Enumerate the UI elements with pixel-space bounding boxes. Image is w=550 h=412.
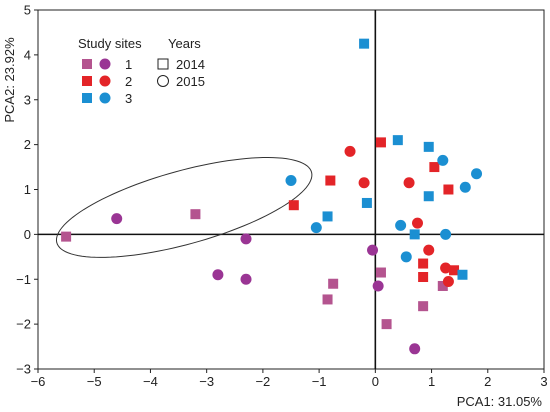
x-axis-label: PCA1: 31.05% [457,394,543,409]
legend-years-title: Years [168,36,201,51]
y-tick-label: 3 [24,92,31,107]
legend-year-square [157,58,169,70]
point-site2-2014 [375,137,386,148]
point-site1-2015 [372,280,384,292]
point-site2-2014 [418,272,429,283]
point-site1-2015 [111,213,123,225]
legend-circle-site3 [99,92,111,104]
point-site2-2015 [442,275,454,287]
point-site1-2014 [190,209,201,220]
point-site1-2015 [240,233,252,245]
point-site1-2015 [212,269,224,281]
legend-circle-site1 [99,58,111,70]
point-site1-2015 [240,273,252,285]
ellipse-layer [55,156,313,258]
x-tick-label: −3 [199,374,214,389]
y-axis-ticks: −3 −2 −1 0 1 2 3 4 5 [16,3,38,377]
point-site3-2014 [457,269,468,280]
point-site1-2014 [381,319,392,330]
y-tick-label: −1 [16,272,31,287]
legend-site-label: 1 [125,57,132,72]
point-site2-2015 [358,177,370,189]
point-site3-2014 [423,141,434,152]
point-site2-2014 [443,184,454,195]
legend-square-site2 [82,76,92,86]
legend-site-label: 3 [125,91,132,106]
point-site2-2015 [440,262,452,274]
legend-square-site1 [82,59,92,69]
y-axis-label: PCA2: 23.92% [2,37,17,123]
point-site2-2015 [403,177,415,189]
point-site3-2015 [400,251,412,263]
x-tick-label: −2 [255,374,270,389]
x-tick-label: 2 [484,374,491,389]
x-tick-label: −4 [143,374,158,389]
point-site1-2014 [322,294,333,305]
point-site3-2015 [395,219,407,231]
point-site3-2015 [285,175,297,187]
legend-rows: 1 2 3 2014 2015 [82,57,205,106]
legend-site-label: 2 [125,74,132,89]
point-site2-2014 [449,265,460,276]
point-site3-2015 [310,222,322,234]
point-site2-2014 [418,258,429,269]
point-site1-2015 [367,244,379,256]
point-site1-2014 [418,301,429,312]
legend: Study sites Years 1 2 3 2014 2015 [60,30,215,114]
y-tick-label: −3 [16,362,31,377]
point-site3-2014 [392,135,403,146]
legend-year-circle [157,75,169,87]
y-tick-label: 0 [24,227,31,242]
point-site2-2015 [423,244,435,256]
x-tick-label: −1 [312,374,327,389]
point-site3-2014 [423,191,434,202]
point-site1-2014 [61,231,72,242]
data-points [61,38,483,355]
zero-lines [38,10,544,369]
x-tick-label: −5 [87,374,102,389]
y-tick-label: 1 [24,182,31,197]
point-site2-2015 [412,217,423,229]
y-tick-label: −2 [16,317,31,332]
point-site2-2014 [429,162,440,173]
point-site2-2014 [325,175,336,186]
legend-year-label: 2015 [176,74,205,89]
point-site3-2014 [361,197,372,208]
legend-circle-site2 [99,75,111,87]
point-site1-2015 [409,343,421,355]
x-tick-label: 1 [428,374,435,389]
point-site3-2015 [459,181,471,193]
legend-year-label: 2014 [176,57,205,72]
point-site3-2015 [440,228,452,240]
point-site1-2014 [328,278,339,289]
point-site3-2014 [322,211,333,222]
x-tick-label: 0 [372,374,379,389]
y-tick-label: 5 [24,3,31,18]
confidence-ellipse [55,156,313,258]
x-axis-ticks: −6 −5 −4 −3 −2 −1 0 1 2 3 [31,369,548,389]
point-site1-2014 [437,280,448,291]
point-site3-2014 [409,229,420,240]
x-tick-label: 3 [540,374,547,389]
point-site2-2015 [344,145,356,157]
point-site2-2014 [288,200,299,211]
point-site3-2015 [437,154,449,166]
point-site3-2014 [359,38,370,49]
point-site3-2015 [471,168,483,180]
legend-square-site3 [82,93,92,103]
x-tick-label: −6 [31,374,46,389]
point-site1-2014 [375,267,386,278]
y-tick-label: 4 [24,47,31,62]
y-tick-label: 2 [24,137,31,152]
legend-sites-title: Study sites [78,36,142,51]
